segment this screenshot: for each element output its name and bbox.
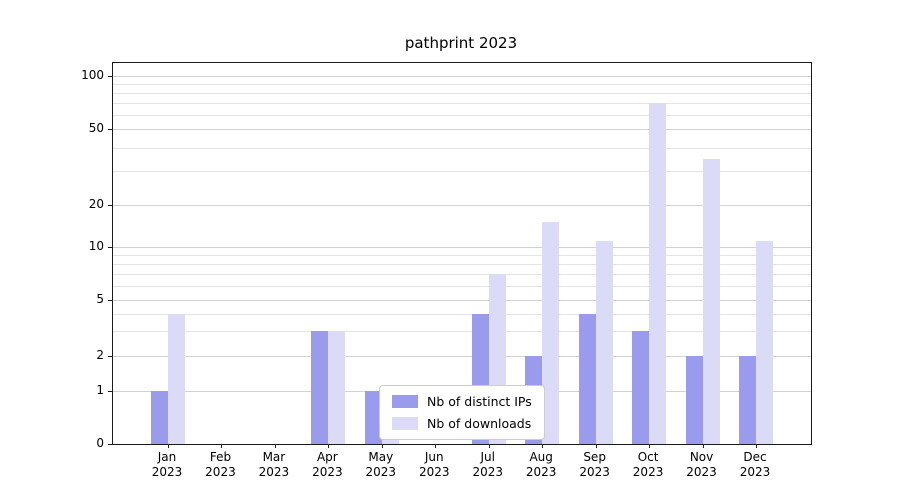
y-axis: 0 1 2 5 10 20 50 100 [0, 62, 104, 450]
x-tick-mark [542, 444, 544, 448]
gridline-y-90 [113, 84, 811, 86]
gridline-y-70 [113, 103, 811, 105]
y-tick-mark [108, 129, 112, 130]
gridline-y-80 [113, 93, 811, 95]
legend-item-distinct-ips: Nb of distinct IPs [392, 394, 532, 409]
y-tick-mark [108, 205, 112, 206]
x-tick-mark [595, 444, 597, 448]
y-tick-mark [108, 76, 112, 77]
x-tick-mark [435, 444, 437, 448]
x-tick-mark [274, 444, 276, 448]
plot-area: Nb of distinct IPs Nb of downloads [108, 62, 812, 448]
gridline-y-60 [113, 115, 811, 117]
y-tick-label: 100 [81, 68, 104, 82]
bar-downloads [542, 222, 560, 444]
legend-label-distinct-ips: Nb of distinct IPs [427, 394, 532, 409]
x-tick-label: Jan 2023 [151, 450, 183, 479]
gridline-y-6 [113, 286, 811, 288]
gridline-y-9 [113, 255, 811, 257]
x-tick-mark [756, 444, 757, 448]
y-tick-label: 20 [88, 197, 104, 211]
bar-distinct-ips [739, 356, 756, 444]
x-tick-label: Sep 2023 [579, 450, 610, 479]
bar-distinct-ips [151, 391, 168, 444]
gridline-y-40 [113, 147, 811, 149]
bar-downloads [328, 331, 346, 444]
y-tick-label: 0 [96, 436, 104, 450]
y-tick-mark [108, 356, 112, 357]
gridline-y-4 [113, 313, 811, 315]
x-tick-mark [328, 444, 330, 448]
x-tick-mark [649, 444, 651, 448]
gridline-y-2 [113, 356, 811, 357]
gridline-y-100 [113, 76, 811, 77]
bar-distinct-ips [311, 331, 329, 444]
gridline-y-50 [113, 129, 811, 130]
x-tick-mark [381, 444, 383, 448]
bar-distinct-ips [632, 331, 650, 444]
x-tick-mark [168, 444, 169, 448]
x-tick-label: May 2023 [365, 450, 397, 479]
x-tick-label: Aug 2023 [525, 450, 557, 479]
x-tick-label: Mar 2023 [258, 450, 290, 479]
y-tick-mark [108, 300, 112, 301]
bar-downloads [756, 241, 773, 444]
x-tick-mark [702, 444, 704, 448]
x-tick-label: Jun 2023 [418, 450, 450, 479]
bar-downloads [595, 241, 613, 444]
legend: Nb of distinct IPs Nb of downloads [379, 385, 545, 440]
chart-title: pathprint 2023 [404, 34, 518, 52]
bar-downloads [168, 313, 185, 444]
legend-item-downloads: Nb of downloads [392, 416, 532, 431]
x-tick-label: Jul 2023 [472, 450, 503, 479]
x-tick-mark [221, 444, 223, 448]
bar-distinct-ips [685, 356, 703, 444]
legend-label-downloads: Nb of downloads [427, 416, 532, 431]
y-tick-label: 5 [96, 292, 104, 306]
y-tick-mark [108, 444, 112, 445]
gridline-y-10 [113, 247, 811, 248]
y-tick-label: 2 [96, 348, 104, 362]
legend-swatch-downloads [392, 417, 418, 430]
x-axis: Jan 2023 Feb 2023 Mar 2023 Apr 2023 May 2023… [112, 450, 810, 490]
bar-downloads [702, 158, 720, 444]
y-tick-mark [108, 391, 112, 392]
gridline-y-3 [113, 331, 811, 333]
x-tick-label: Dec 2023 [739, 450, 771, 479]
x-tick-label: Apr 2023 [312, 450, 343, 479]
y-tick-label: 50 [88, 121, 104, 135]
x-tick-label: Feb 2023 [205, 450, 236, 479]
bar-distinct-ips [578, 313, 596, 444]
bar-downloads [649, 103, 667, 444]
gridline-y-7 [113, 274, 811, 276]
gridline-y-30 [113, 171, 811, 173]
x-tick-label: Oct 2023 [632, 450, 664, 479]
legend-swatch-distinct-ips [392, 395, 418, 408]
x-tick-mark [488, 444, 490, 448]
y-tick-label: 1 [96, 383, 104, 397]
y-tick-mark [108, 247, 112, 248]
gridline-y-8 [113, 264, 811, 266]
x-tick-label: Nov 2023 [686, 450, 717, 479]
y-tick-label: 10 [88, 239, 104, 253]
bar-distinct-ips [364, 391, 382, 444]
gridline-y-20 [113, 205, 811, 206]
gridline-y-5 [113, 300, 811, 301]
